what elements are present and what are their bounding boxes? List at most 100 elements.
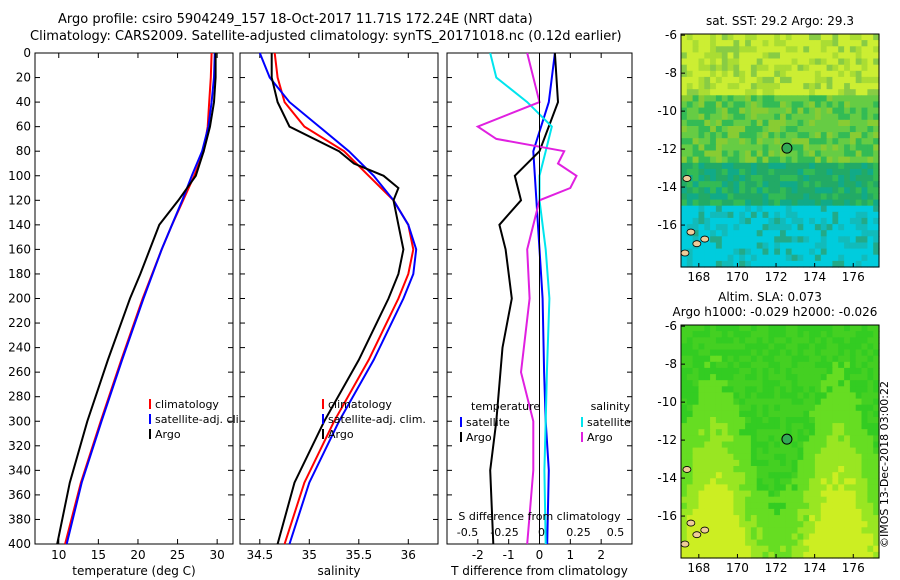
legend-item: satellite-adj. clim. bbox=[328, 413, 426, 426]
legend-item: climatology bbox=[328, 398, 392, 411]
map-y-tick-label: -6 bbox=[665, 319, 677, 333]
y-tick-label: 280 bbox=[8, 390, 31, 404]
x-axis-label: temperature (deg C) bbox=[72, 564, 195, 578]
legend-item: Argo bbox=[328, 428, 354, 441]
y-tick-label: 100 bbox=[8, 169, 31, 183]
island bbox=[680, 540, 690, 548]
panel-frame bbox=[239, 52, 439, 545]
panel-frame bbox=[34, 52, 234, 545]
x-axis-label: T difference from climatology bbox=[450, 564, 628, 578]
y-tick-label: 140 bbox=[8, 218, 31, 232]
s-tick-label: 0.25 bbox=[566, 526, 591, 539]
x-tick-label: 20 bbox=[130, 548, 145, 562]
x-tick-label: 0 bbox=[536, 548, 544, 562]
sst-map: 168 170 172 174 176 -6 -8 -10 -12 -14 -16 sat. SST:… bbox=[657, 14, 880, 284]
y-tick-label: 260 bbox=[8, 365, 31, 379]
y-tick-label: 340 bbox=[8, 463, 31, 477]
temperature-panel: 10 15 20 25 30020406080100120140160180200220… bbox=[8, 46, 253, 578]
island bbox=[680, 249, 690, 257]
legend-s-item: Argo bbox=[587, 431, 613, 444]
y-tick-label: 0 bbox=[23, 46, 31, 60]
island bbox=[692, 531, 702, 539]
map-y-tick-label: -14 bbox=[657, 471, 677, 485]
map-x-tick-label: 176 bbox=[842, 270, 865, 284]
figure-title-line1: Argo profile: csiro 5904249_157 18-Oct-2… bbox=[58, 12, 533, 27]
map-y-tick-label: -12 bbox=[657, 433, 677, 447]
x-tick-label: 36 bbox=[401, 548, 416, 562]
y-tick-label: 320 bbox=[8, 439, 31, 453]
map-y-tick-label: -10 bbox=[657, 104, 677, 118]
map-frame bbox=[680, 324, 880, 559]
x-axis-label: salinity bbox=[317, 564, 360, 578]
map-x-tick-label: 174 bbox=[803, 561, 826, 575]
sla-map-title: Altim. SLA: 0.073 bbox=[718, 290, 822, 304]
y-tick-label: 160 bbox=[8, 242, 31, 256]
island bbox=[682, 466, 692, 473]
x-tick-label: 25 bbox=[170, 548, 185, 562]
legend-item: Argo bbox=[155, 428, 181, 441]
map-frame bbox=[680, 33, 880, 268]
x-tick-label: 34.5 bbox=[246, 548, 273, 562]
x-tick-label: 1 bbox=[567, 548, 575, 562]
x-tick-label: 10 bbox=[51, 548, 66, 562]
map-x-tick-label: 170 bbox=[726, 270, 749, 284]
s-axis-label: S difference from climatology bbox=[458, 510, 621, 523]
map-y-tick-label: -10 bbox=[657, 395, 677, 409]
argo-location-marker bbox=[781, 142, 793, 154]
salinity-panel: 34.5 35 35.5 36 salinity climatology satellite… bbox=[239, 52, 439, 578]
series-line-t-satellite bbox=[532, 52, 556, 545]
sla-map-subtitle: Argo h1000: -0.029 h2000: -0.026 bbox=[673, 305, 878, 319]
y-tick-label: 380 bbox=[8, 512, 31, 526]
y-tick-label: 400 bbox=[8, 537, 31, 551]
map-y-tick-label: -6 bbox=[665, 28, 677, 42]
map-y-tick-label: -16 bbox=[657, 218, 677, 232]
y-tick-label: 120 bbox=[8, 193, 31, 207]
x-tick-label: 15 bbox=[91, 548, 106, 562]
legend-t-header: temperature bbox=[471, 400, 540, 413]
y-tick-label: 200 bbox=[8, 292, 31, 306]
legend-t-item: Argo bbox=[466, 431, 492, 444]
s-tick-label: 0.5 bbox=[607, 526, 625, 539]
y-tick-label: 220 bbox=[8, 316, 31, 330]
map-x-tick-label: 170 bbox=[726, 561, 749, 575]
y-tick-label: 360 bbox=[8, 488, 31, 502]
legend-item: climatology bbox=[155, 398, 219, 411]
x-tick-label: 30 bbox=[210, 548, 225, 562]
x-tick-label: -1 bbox=[503, 548, 515, 562]
y-tick-label: 180 bbox=[8, 267, 31, 281]
legend-t-item: satellite bbox=[466, 416, 510, 429]
series-line-argo bbox=[270, 53, 405, 545]
map-x-tick-label: 172 bbox=[765, 270, 788, 284]
legend-s-item: satellite bbox=[587, 416, 631, 429]
x-tick-label: -2 bbox=[472, 548, 484, 562]
sla-map: 168 170 172 174 176 -6 -8 -10 -12 -14 -16 Altim. SL… bbox=[657, 290, 880, 575]
s-tick-label: 0 bbox=[538, 526, 545, 539]
difference-panel: -2 -1 0 1 2 T difference from climatology S di… bbox=[446, 52, 633, 578]
map-raster bbox=[681, 325, 880, 559]
x-tick-label: 35 bbox=[302, 548, 317, 562]
map-x-tick-label: 172 bbox=[765, 561, 788, 575]
y-tick-label: 20 bbox=[16, 71, 31, 85]
argo-location-marker bbox=[781, 433, 793, 445]
x-tick-label: 2 bbox=[597, 548, 605, 562]
legend-s-header: salinity bbox=[591, 400, 631, 413]
island bbox=[700, 235, 710, 243]
figure-title-line2: Climatology: CARS2009. Satellite-adjuste… bbox=[30, 29, 622, 44]
island bbox=[700, 526, 710, 534]
map-raster bbox=[681, 34, 880, 268]
island bbox=[686, 228, 696, 236]
s-tick-label: -0.5 bbox=[457, 526, 478, 539]
map-x-tick-label: 176 bbox=[842, 561, 865, 575]
map-y-tick-label: -14 bbox=[657, 180, 677, 194]
y-tick-label: 300 bbox=[8, 414, 31, 428]
y-tick-label: 80 bbox=[16, 144, 31, 158]
map-x-tick-label: 168 bbox=[687, 270, 710, 284]
map-x-tick-label: 168 bbox=[687, 561, 710, 575]
y-tick-label: 40 bbox=[16, 95, 31, 109]
s-tick-label: -0.25 bbox=[490, 526, 518, 539]
legend-item: satellite-adj. clim. bbox=[155, 413, 253, 426]
x-tick-label: 35.5 bbox=[345, 548, 372, 562]
series-line-t-argo bbox=[489, 52, 560, 545]
series-line-s-argo bbox=[475, 52, 578, 545]
